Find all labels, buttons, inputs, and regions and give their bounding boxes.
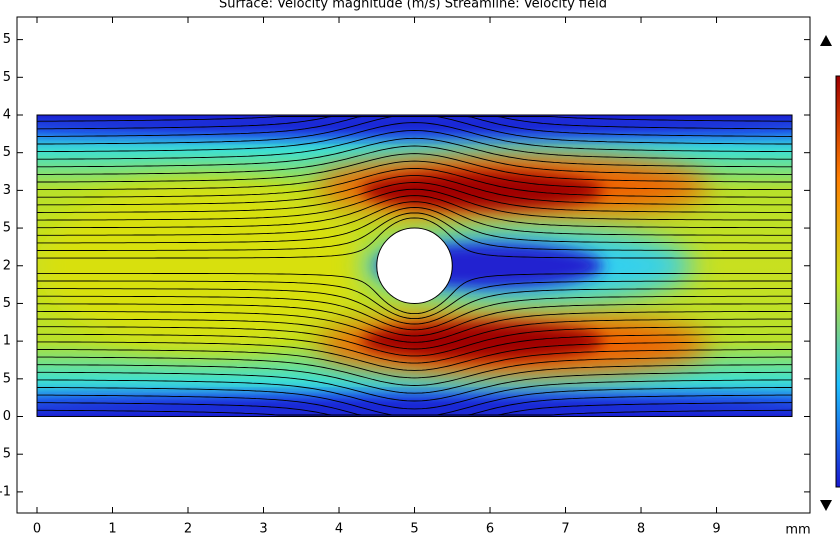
y-tick-label: 5	[3, 145, 11, 160]
y-tick-label: 1	[3, 334, 11, 349]
x-tick-label: 1	[108, 522, 116, 537]
field-region	[37, 182, 370, 349]
streamline	[37, 318, 793, 350]
y-tick-label: 5	[3, 70, 11, 85]
streamline	[37, 310, 792, 343]
streamline	[37, 153, 792, 183]
streamline	[37, 356, 792, 386]
streamline	[37, 195, 792, 229]
x-tick-label: 2	[184, 522, 192, 537]
streamline	[37, 379, 792, 410]
streamline	[37, 295, 792, 331]
streamline	[37, 349, 792, 379]
streamline	[37, 341, 792, 371]
y-tick-label: 3	[3, 183, 11, 198]
streamline	[37, 137, 792, 168]
y-tick-label: 5	[3, 296, 11, 311]
streamline	[37, 326, 792, 357]
x-tick-label: 0	[33, 522, 41, 537]
y-tick-label: 5	[3, 32, 11, 47]
streamline	[37, 201, 792, 236]
streamline	[37, 116, 793, 122]
x-tick-label: 6	[486, 522, 494, 537]
streamline	[37, 280, 792, 320]
x-tick-label: 3	[259, 522, 267, 537]
streamline	[37, 175, 793, 206]
streamline	[37, 303, 792, 337]
x-tick-label: 8	[637, 522, 645, 537]
x-unit: mm	[785, 523, 810, 538]
axes-frame	[16, 16, 811, 514]
y-tick-label: 4	[3, 107, 11, 122]
domain-border	[36, 114, 793, 418]
x-tick-label: 7	[561, 522, 569, 537]
y-tick-label: -1	[0, 484, 11, 499]
y-tick-label: 5	[3, 371, 11, 386]
y-tick-label: 2	[3, 258, 11, 273]
streamline	[37, 272, 792, 315]
x-tick-label: 4	[335, 522, 343, 537]
obstacle	[376, 227, 453, 305]
x-tick-label: 9	[712, 522, 720, 537]
streamline	[37, 167, 792, 198]
chart-title: Surface: Velocity magnitude (m/s) Stream…	[219, 0, 607, 12]
streamline	[37, 333, 792, 364]
scroll-down[interactable]	[820, 500, 832, 511]
field-region	[37, 396, 793, 415]
streamline	[37, 188, 792, 221]
streamline	[37, 122, 792, 153]
streamline	[37, 288, 792, 325]
streamline	[37, 207, 792, 244]
streamline	[37, 364, 792, 394]
streamline	[37, 145, 792, 175]
scroll-up[interactable]	[820, 35, 832, 46]
streamline	[37, 160, 792, 191]
y-tick-label: 0	[3, 409, 11, 424]
streamline	[37, 130, 792, 160]
color-bar	[835, 75, 840, 488]
y-tick-label: 5	[3, 447, 11, 462]
x-tick-label: 5	[410, 522, 418, 537]
streamline	[37, 182, 792, 213]
streamline	[37, 371, 792, 402]
field-region	[37, 117, 793, 136]
streamline	[37, 217, 792, 259]
streamline	[37, 387, 792, 416]
y-tick-label: 5	[3, 221, 11, 236]
streamline	[37, 212, 792, 251]
